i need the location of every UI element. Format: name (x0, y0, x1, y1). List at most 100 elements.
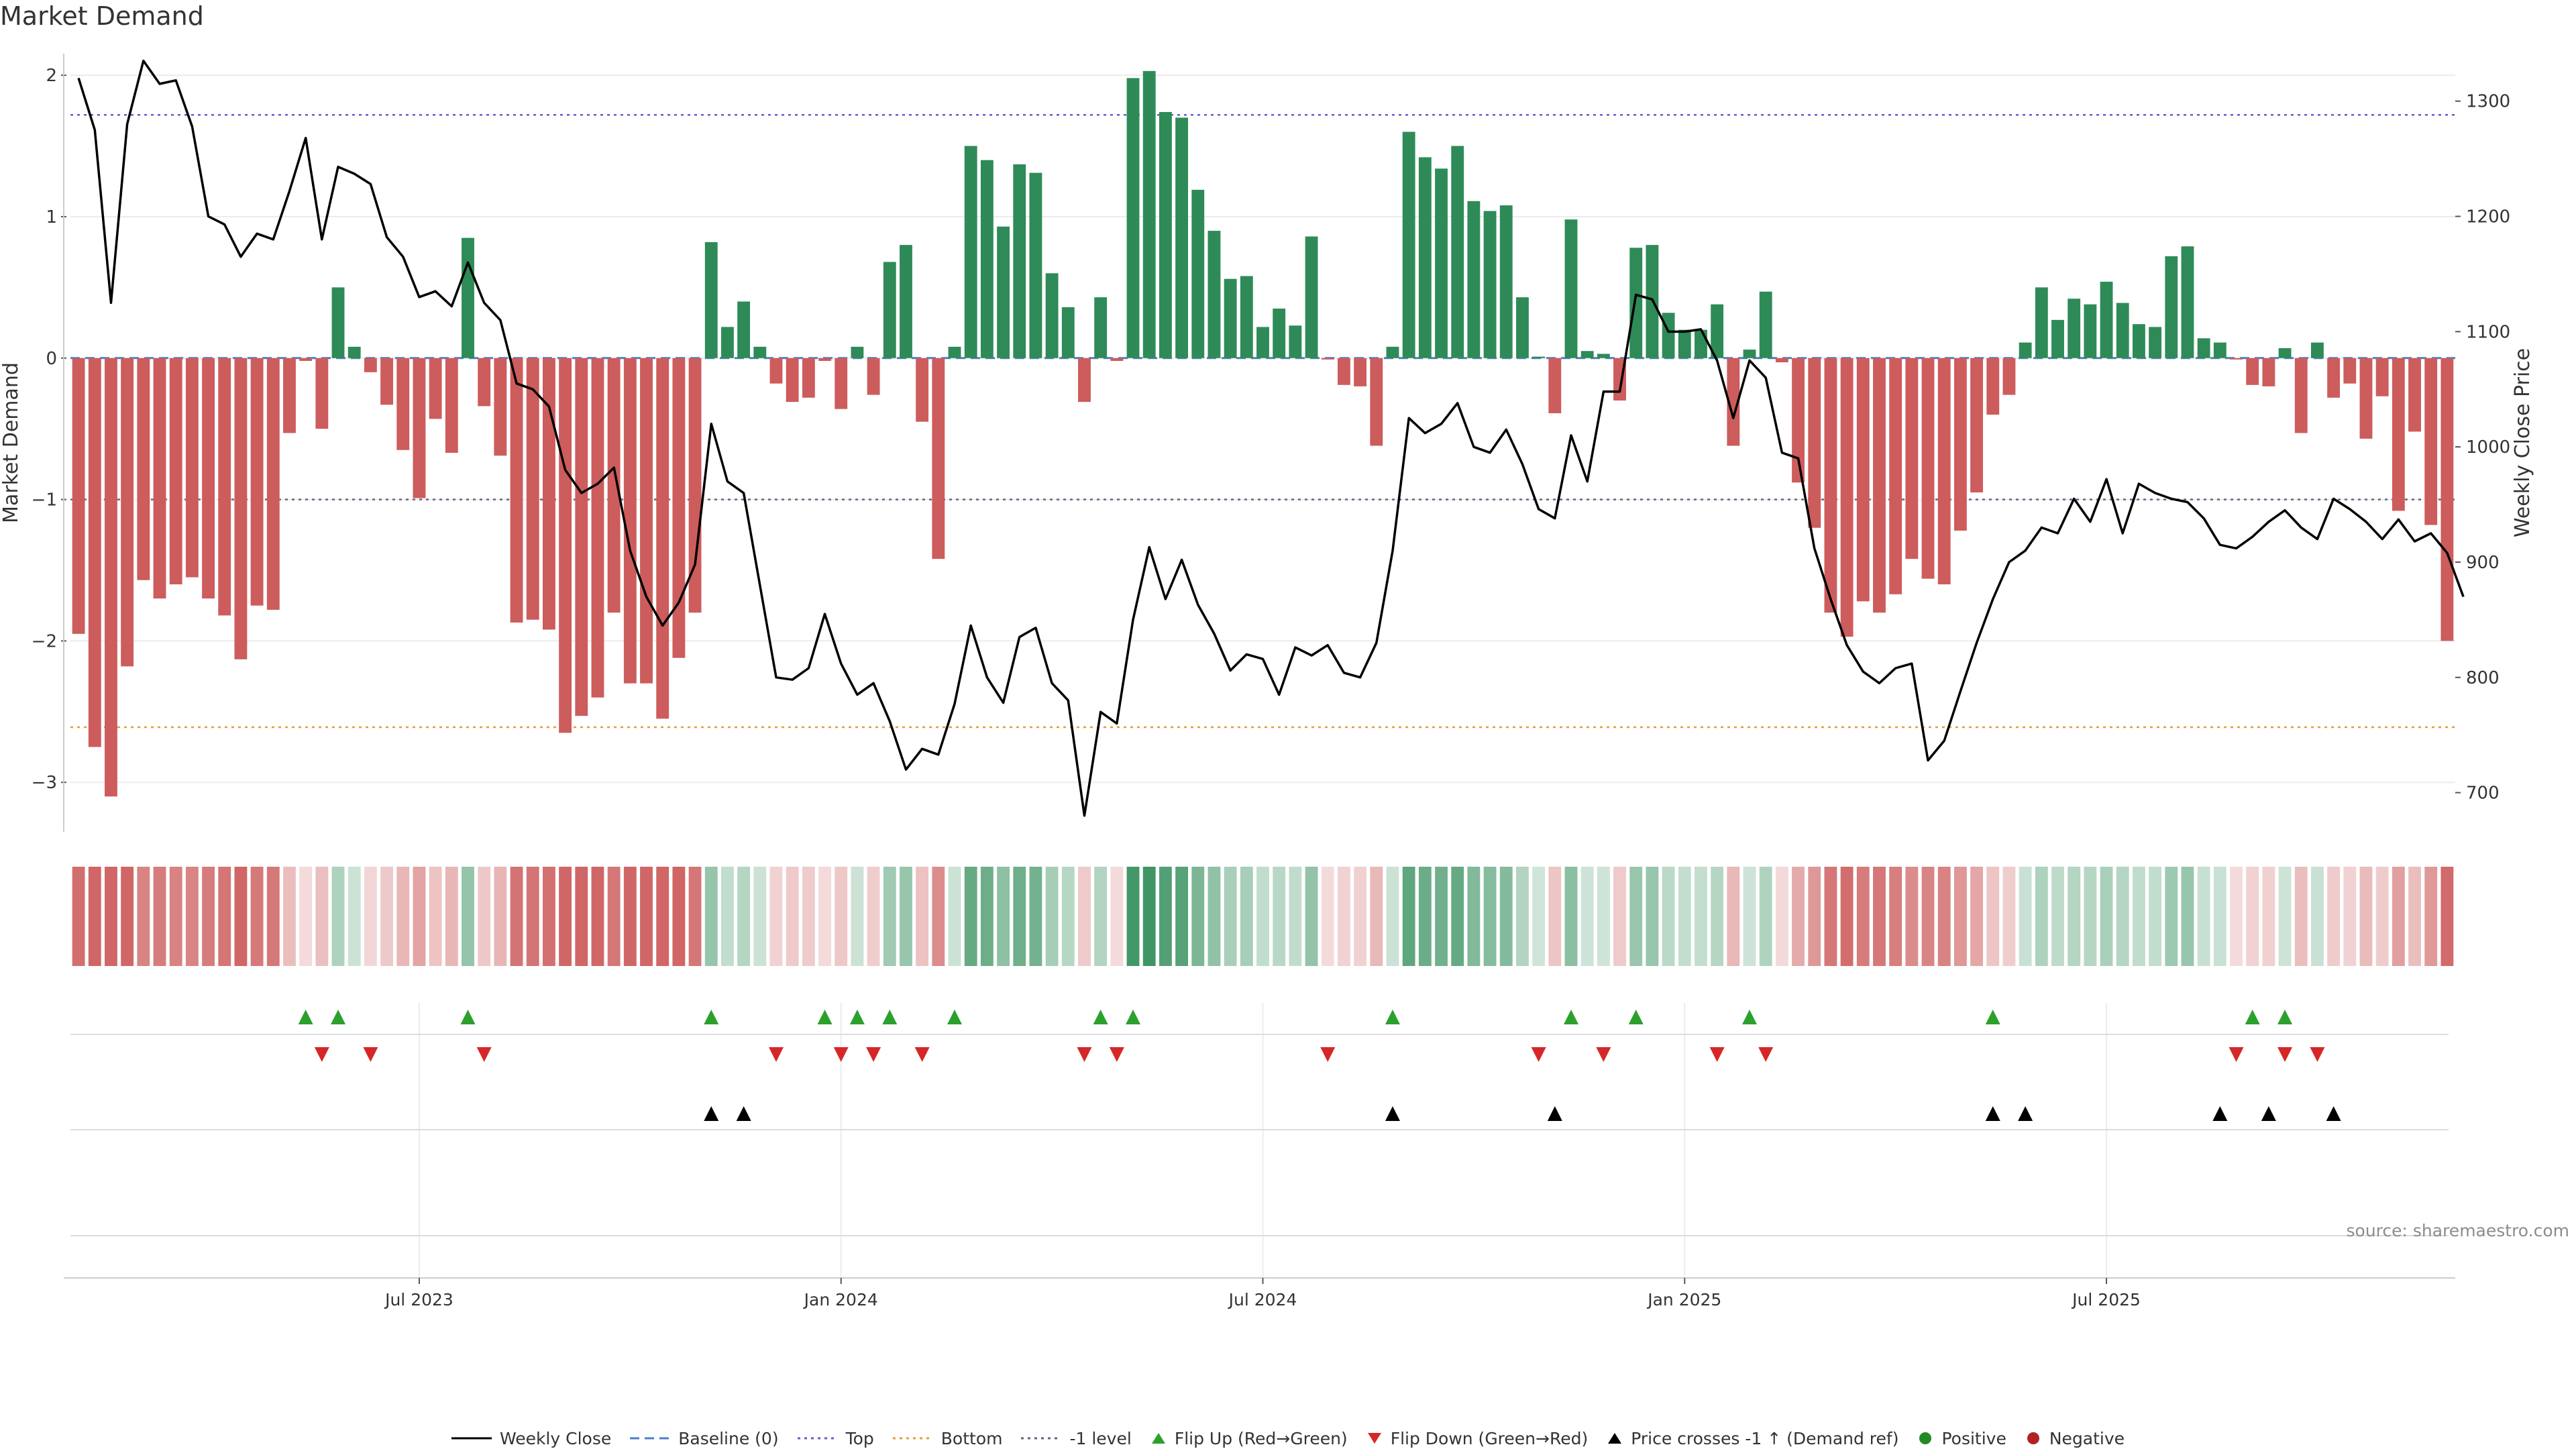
chart-title: Market Demand (0, 1, 204, 31)
heat-cell (1208, 867, 1221, 966)
demand-bar (1499, 205, 1513, 358)
heat-cell (185, 867, 199, 966)
heat-cell (2181, 867, 2194, 966)
heat-cell (1775, 867, 1788, 966)
demand-bar (72, 358, 85, 634)
heat-cell (1467, 867, 1481, 966)
heat-cell (1759, 867, 1772, 966)
demand-bar (964, 146, 977, 358)
flip-down-marker (314, 1047, 329, 1062)
demand-bar (2262, 358, 2275, 386)
demand-bar (1775, 358, 1788, 363)
demand-bar (429, 358, 442, 419)
flip-down-marker (2310, 1047, 2325, 1062)
heat-cell (1564, 867, 1578, 966)
flip-down-marker (768, 1047, 784, 1062)
demand-bar (883, 262, 896, 358)
demand-bar (1580, 351, 1594, 358)
heat-cell (169, 867, 182, 966)
legend-item-bottom: Bottom (892, 1428, 1003, 1448)
left-tick-label: 0 (46, 349, 57, 369)
triangle-up-icon (1151, 1433, 1165, 1444)
demand-bar (2424, 358, 2438, 525)
price-cross-marker (736, 1106, 751, 1121)
demand-bar (1256, 327, 1269, 358)
demand-bar (1662, 313, 1675, 358)
demand-bar (1532, 356, 1546, 358)
flip-down-marker (1320, 1047, 1336, 1062)
heat-cell (1191, 867, 1205, 966)
demand-bar (2359, 358, 2373, 439)
right-tick-label: 1000 (2466, 437, 2510, 458)
demand-bar (347, 346, 361, 358)
heat-cell (1386, 867, 1399, 966)
price-cross-marker (2212, 1106, 2228, 1121)
legend-baseline-swatch (630, 1437, 671, 1440)
demand-bar (2343, 358, 2357, 384)
flip-down-marker (833, 1047, 849, 1062)
demand-bar (916, 358, 929, 422)
demand-bar (2278, 348, 2292, 358)
demand-bar (526, 358, 539, 620)
heat-cell (1110, 867, 1124, 966)
heat-cell (1613, 867, 1626, 966)
flip-down-marker (2229, 1047, 2244, 1062)
legend-label: -1 level (1069, 1428, 1132, 1448)
demand-bar (2213, 342, 2226, 358)
heat-cell (315, 867, 329, 966)
demand-bar (1873, 358, 1886, 613)
demand-bar (2084, 304, 2097, 358)
demand-bar (1695, 329, 1707, 358)
legend-label: Flip Up (Red→Green) (1174, 1428, 1348, 1448)
heat-cell (1597, 867, 1610, 966)
flip-up-marker (1985, 1010, 2000, 1024)
heat-cell (1824, 867, 1837, 966)
flip-down-marker (1596, 1047, 1611, 1062)
flip-up-marker (2245, 1010, 2260, 1024)
heat-cell (1937, 867, 1951, 966)
heat-cell (1629, 867, 1643, 966)
heat-cell (964, 867, 977, 966)
heat-cell (1273, 867, 1286, 966)
heat-cell (900, 867, 912, 966)
heat-cell (2375, 867, 2389, 966)
heat-cell (1792, 867, 1805, 966)
heat-cell (2100, 867, 2113, 966)
heat-cell (1321, 867, 1334, 966)
legend-label: Bottom (941, 1428, 1003, 1448)
demand-bar (2116, 303, 2129, 358)
heat-cell (1029, 867, 1042, 966)
heat-cell (1061, 867, 1075, 966)
demand-bar (1953, 358, 1967, 531)
demand-bar (2311, 342, 2324, 358)
heat-cell (1840, 867, 1854, 966)
flip-up-marker (331, 1010, 346, 1024)
legend-label: Baseline (0) (678, 1428, 779, 1448)
demand-bar (218, 358, 231, 616)
demand-bars (72, 70, 2454, 797)
heat-cell (202, 867, 215, 966)
demand-bar (1061, 307, 1075, 358)
heat-cell (1159, 867, 1172, 966)
demand-bar (753, 346, 767, 358)
heat-cell (1986, 867, 2000, 966)
heat-cell (396, 867, 410, 966)
legend-item-baseline: Baseline (0) (630, 1428, 779, 1448)
heat-cell (2311, 867, 2324, 966)
right-tick-label: 1200 (2466, 207, 2510, 227)
heat-cell (1678, 867, 1691, 966)
demand-bar (1597, 354, 1610, 358)
demand-bar (2294, 358, 2308, 433)
heat-cell (2440, 867, 2454, 966)
heat-cell (380, 867, 394, 966)
heat-cell (2116, 867, 2129, 966)
heat-cell (1727, 867, 1740, 966)
dot-icon (1919, 1432, 1932, 1444)
demand-bar (1078, 358, 1091, 402)
demand-bar (1386, 346, 1399, 358)
left-tick-label: 2 (46, 66, 57, 86)
demand-bar (1273, 309, 1286, 358)
demand-bar (331, 287, 345, 358)
heat-cell (2019, 867, 2032, 966)
legend-item-price-cross: Price crosses -1 ↑ (Demand ref) (1607, 1429, 1898, 1448)
